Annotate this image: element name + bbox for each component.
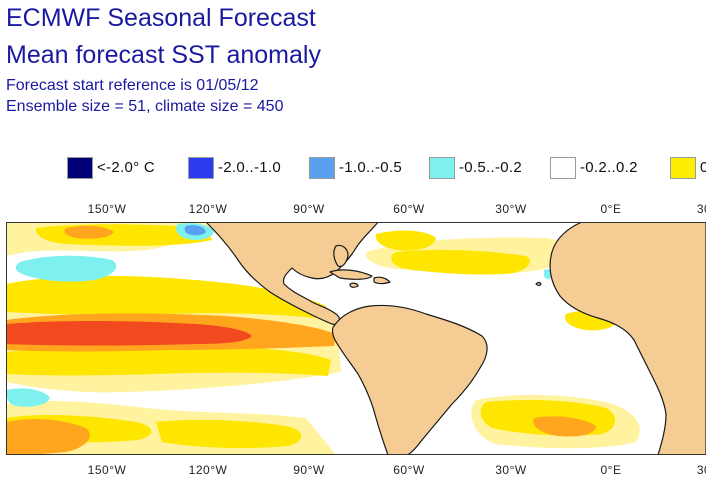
lon-label-60w-bottom: 60°W [393, 463, 425, 477]
legend-swatch [188, 157, 214, 179]
legend-label: 0 [700, 159, 706, 176]
legend-swatch [670, 157, 696, 179]
landmass-south-america [331, 304, 488, 455]
lon-label-60w: 60°W [393, 202, 425, 216]
anomaly-yellow-band-upper [6, 275, 334, 320]
lon-label-150w-bottom: 150°W [87, 463, 127, 477]
lon-label-0e: 0°E [600, 202, 622, 216]
anomaly-yellow-sw-pacific [156, 419, 302, 449]
landmasses [205, 222, 706, 455]
anomaly-yellow-atlantic-east [391, 249, 530, 275]
anomaly-red-tongue [6, 321, 252, 346]
anomaly-light-blue-north-pacific [15, 255, 117, 282]
legend-swatch [309, 157, 335, 179]
sst-anomaly-field [6, 222, 640, 455]
sst-anomaly-map [6, 222, 706, 455]
legend-label: -1.0..-0.5 [339, 159, 403, 176]
lon-label-30w: 30°W [495, 202, 527, 216]
landmass-cape-verde [535, 281, 542, 287]
lon-label-0e-bottom: 0°E [600, 463, 622, 477]
legend-label: <-2.0° C [97, 159, 156, 176]
lon-label-120w-bottom: 120°W [188, 463, 228, 477]
landmass-jamaica [349, 282, 359, 288]
map-title: ECMWF Seasonal Forecast [6, 4, 316, 32]
anomaly-orange-south-atlantic [533, 416, 596, 437]
anomaly-yellow-band-lower [6, 345, 331, 376]
lon-label-30w-bottom: 30°W [495, 463, 527, 477]
legend-swatch [67, 157, 93, 179]
forecast-start-reference: Forecast start reference is 01/05/12 [6, 77, 259, 94]
lon-label-30e-bottom: 30 [696, 463, 706, 477]
lon-label-90w: 90°W [293, 202, 325, 216]
landmass-cuba [329, 269, 373, 280]
landmass-florida [333, 244, 349, 268]
lon-label-90w-bottom: 90°W [293, 463, 325, 477]
anomaly-light-blue-south-pacific [6, 388, 50, 407]
legend-label: -0.2..0.2 [580, 159, 638, 176]
lon-label-120w: 120°W [188, 202, 228, 216]
lon-label-30e: 30 [696, 202, 706, 216]
anomaly-mid-blue-gulf [184, 225, 206, 236]
lon-label-150w: 150°W [87, 202, 127, 216]
ensemble-info: Ensemble size = 51, climate size = 450 [6, 98, 284, 115]
map-subtitle: Mean forecast SST anomaly [6, 41, 321, 69]
anomaly-orange-north-pacific [64, 225, 114, 239]
legend-label: -2.0..-1.0 [218, 159, 282, 176]
anomaly-orange-south-pacific [6, 419, 90, 455]
anomaly-yellow-caribbean [375, 230, 436, 251]
legend-swatch [429, 157, 455, 179]
legend-label: -0.5..-0.2 [459, 159, 523, 176]
legend-swatch [550, 157, 576, 179]
landmass-africa [549, 222, 706, 455]
landmass-hispaniola [373, 276, 391, 285]
